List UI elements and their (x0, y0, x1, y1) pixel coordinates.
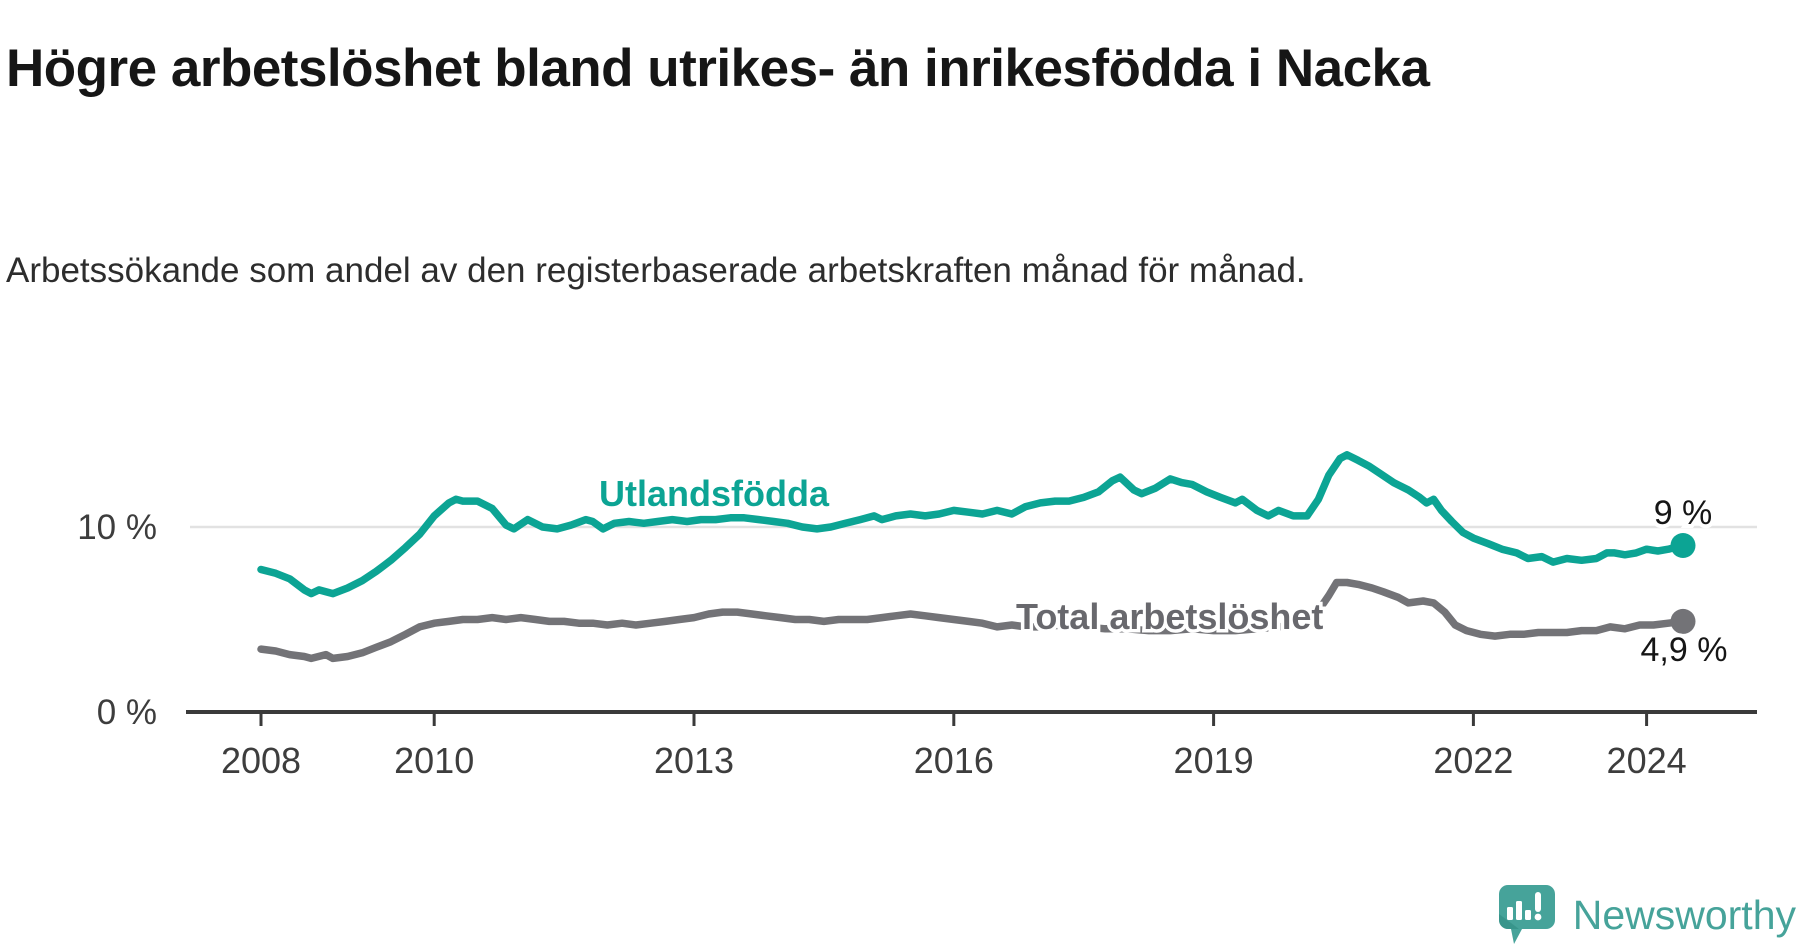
endpoint-dot-total (1670, 608, 1696, 634)
x-tick-label: 2010 (394, 740, 474, 781)
line-total-arbetsloshet (257, 578, 1687, 663)
x-tick-label: 2022 (1433, 740, 1513, 781)
series-label-total-arbetsloshet: Total arbetslöshet (1016, 596, 1323, 637)
newsworthy-speech-bubble-bar-chart-icon (1498, 885, 1555, 944)
y-tick-label-10: 10 % (77, 508, 157, 547)
line-utlandsfodda (257, 451, 1687, 598)
end-value-label-utlandsfodda: 9 % (1654, 494, 1713, 532)
newsworthy-logo: Newsworthy (1498, 884, 1796, 946)
newsworthy-logo-text: Newsworthy (1572, 891, 1796, 938)
x-tick-label: 2019 (1174, 740, 1254, 781)
y-tick-label-0: 0 % (97, 693, 157, 732)
x-tick-label: 2008 (221, 740, 301, 781)
series-label-utlandsfodda: Utlandsfödda (599, 473, 830, 514)
x-tick-label: 2024 (1607, 740, 1687, 781)
x-tick-label: 2013 (654, 740, 734, 781)
end-value-label-total: 4,9 % (1641, 631, 1728, 669)
x-tick-label: 2016 (914, 740, 994, 781)
chart-subtitle: Arbetssökande som andel av den registerb… (6, 251, 1306, 290)
endpoint-dot-utlandsfodda (1670, 533, 1696, 558)
page-title: Högre arbetslöshet bland utrikes- än inr… (6, 38, 1430, 98)
x-axis-ticks: 2008 2010 2013 2016 2019 2022 2024 (221, 712, 1687, 781)
